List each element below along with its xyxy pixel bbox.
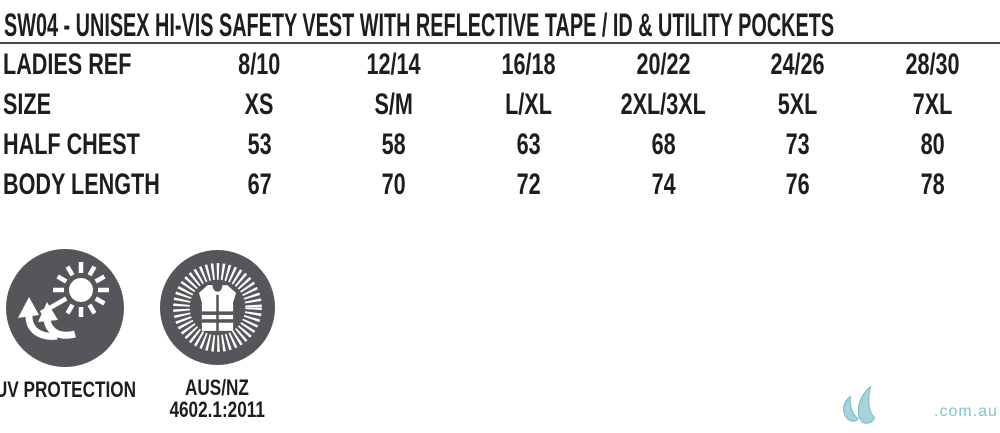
table-cell: 70 [381,168,406,201]
u-swoosh-brand-logo-icon [836,384,882,430]
table-cell: 8/10 [238,48,281,81]
table-cell: 7XL [912,88,953,121]
size-table: LADIES REF 8/10 12/14 16/18 20/22 24/26 … [0,45,1000,205]
table-cell: 76 [785,168,810,201]
row-label-half-chest: HALF CHEST [3,128,140,161]
table-cell: 67 [247,168,272,201]
table-cell: 5XL [778,88,818,121]
site-suffix-text: .com.au [934,403,998,420]
uv-protection-sun-icon [5,248,125,368]
table-cell: 2XL/3XL [620,88,706,121]
row-label-size: SIZE [3,88,52,121]
table-cell: 68 [651,128,676,161]
uv-protection-badge: UV PROTECTION [0,248,136,401]
title-divider [0,42,1000,44]
table-cell: 74 [651,168,676,201]
table-cell: 20/22 [636,48,691,81]
table-cell: 63 [516,128,541,161]
aus-nz-standard-badge: AUS/NZ 4602.1:2011 [157,249,277,421]
table-cell: 53 [247,128,272,161]
table-cell: 73 [785,128,810,161]
aus-nz-label: AUS/NZ [185,375,249,400]
table-cell: S/M [374,88,414,121]
table-cell: 24/26 [770,48,826,81]
table-cell: 16/18 [501,48,556,81]
table-cell: 28/30 [905,48,960,81]
table-cell: 80 [920,128,945,161]
uv-protection-label: UV PROTECTION [0,377,136,402]
row-label-ladies-ref: LADIES REF [3,48,132,81]
table-cell: XS [244,88,274,121]
table-cell: 58 [381,128,406,161]
page-title: SW04 - UNISEX HI-VIS SAFETY VEST WITH RE… [4,7,835,43]
table-cell: 78 [920,168,945,201]
table-cell: L/XL [505,88,553,121]
aus-nz-vest-starburst-icon [159,249,276,366]
aus-nz-standard-number: 4602.1:2011 [169,397,265,422]
table-cell: 72 [516,168,541,201]
table-cell: 12/14 [366,48,422,81]
row-label-body-length: BODY LENGTH [3,168,160,201]
